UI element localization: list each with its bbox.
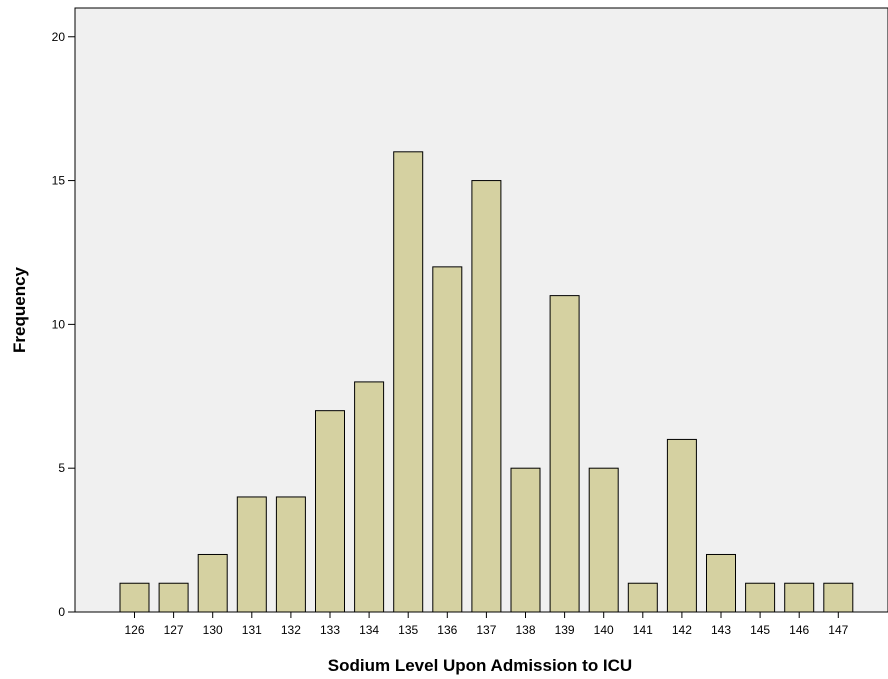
bar-139 [549, 295, 580, 613]
y-tick-label: 15 [52, 174, 66, 188]
y-tick-label: 5 [58, 461, 65, 475]
x-tick-label: 147 [828, 623, 848, 637]
bar-140 [588, 467, 619, 613]
bar-127 [158, 582, 189, 613]
bar-137 [471, 180, 502, 613]
bar-146 [784, 582, 815, 613]
y-tick-label: 0 [58, 605, 65, 619]
x-tick-label: 127 [164, 623, 184, 637]
y-tick-label: 20 [52, 30, 66, 44]
bar-141 [627, 582, 658, 613]
bar-130 [197, 553, 228, 613]
y-axis-ticks: 0 5 10 15 20 [52, 30, 75, 619]
bar-138 [510, 467, 541, 613]
x-tick-label: 130 [203, 623, 223, 637]
x-tick-label: 135 [398, 623, 418, 637]
bar-134 [354, 381, 385, 613]
x-tick-label: 145 [750, 623, 770, 637]
x-tick-label: 137 [476, 623, 496, 637]
y-axis-title: Frequency [10, 266, 29, 353]
x-tick-label: 141 [633, 623, 653, 637]
bar-147 [823, 582, 854, 613]
x-tick-label: 146 [789, 623, 809, 637]
x-tick-label: 131 [242, 623, 262, 637]
x-tick-label: 136 [437, 623, 457, 637]
bar-133 [315, 410, 345, 613]
x-axis-title: Sodium Level Upon Admission to ICU [328, 656, 632, 675]
bars-group [119, 151, 854, 613]
y-tick-label: 10 [52, 317, 66, 331]
bar-143 [706, 553, 736, 613]
bar-131 [236, 496, 267, 613]
x-tick-label: 139 [555, 623, 575, 637]
bar-126 [119, 582, 150, 613]
x-tick-label: 134 [359, 623, 379, 637]
bar-142 [666, 438, 697, 613]
x-tick-label: 132 [281, 623, 301, 637]
bar-132 [275, 496, 306, 613]
x-tick-label: 133 [320, 623, 340, 637]
x-tick-label: 143 [711, 623, 731, 637]
bar-136 [432, 266, 463, 613]
x-tick-label: 126 [124, 623, 144, 637]
x-tick-label: 138 [515, 623, 535, 637]
x-tick-label: 140 [594, 623, 614, 637]
x-axis-ticks: 126 127 130 131 132 133 134 135 136 137 138 139 140 1… [124, 612, 849, 637]
bar-145 [745, 582, 776, 613]
x-tick-label: 142 [672, 623, 692, 637]
bar-135 [393, 151, 424, 613]
